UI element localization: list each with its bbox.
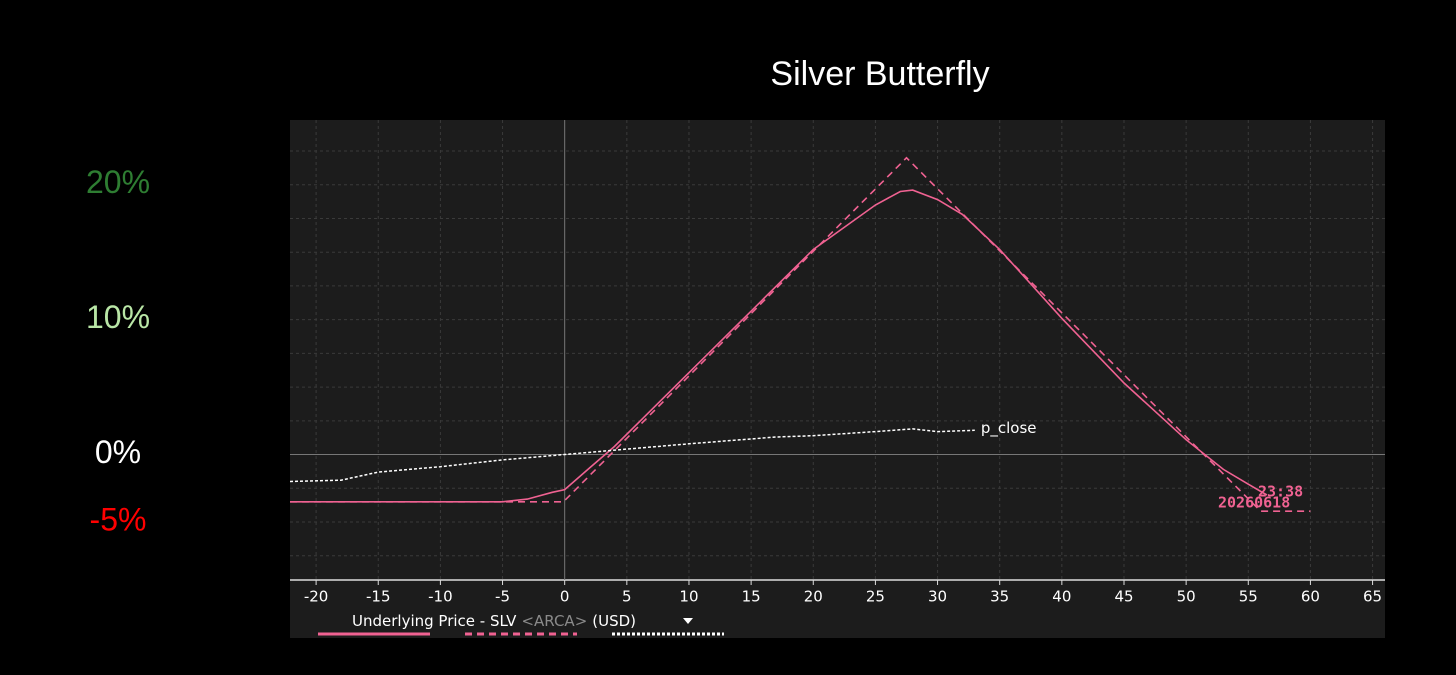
x-tick-label: 15 [742, 588, 761, 606]
x-tick-label: 40 [1052, 588, 1071, 606]
series-line [290, 156, 1311, 512]
x-tick-label: 45 [1114, 588, 1133, 606]
x-tick-label: 35 [990, 588, 1009, 606]
x-tick-label: 30 [928, 588, 947, 606]
x-axis-label-part: Underlying Price - SLV [352, 612, 517, 630]
x-tick-label: -10 [428, 588, 453, 606]
x-tick-label: 25 [866, 588, 885, 606]
y-tick-label: 20% [86, 164, 150, 200]
y-tick-label: 0% [95, 434, 141, 470]
x-tick-label: 60 [1301, 588, 1320, 606]
x-tick-label: -5 [495, 588, 510, 606]
x-tick-label: 20 [804, 588, 823, 606]
plot-area [290, 120, 1385, 638]
x-tick-label: 65 [1363, 588, 1382, 606]
x-tick-label: 55 [1239, 588, 1258, 606]
series-label: p_close [981, 419, 1037, 438]
series-line [290, 189, 1268, 503]
x-tick-label: -15 [366, 588, 391, 606]
annotation: 23:38 [1258, 483, 1303, 501]
x-tick-label: 50 [1177, 588, 1196, 606]
annotation: 20260618 [1218, 494, 1290, 512]
x-axis-label-part: (USD) [592, 612, 636, 630]
x-tick-label: 5 [622, 588, 632, 606]
x-tick-label: 0 [560, 588, 570, 606]
chart-title: Silver Butterfly [770, 55, 989, 93]
y-tick-label: 10% [86, 299, 150, 335]
x-axis-label-part: <ARCA> [521, 612, 587, 630]
dropdown-icon[interactable] [683, 618, 693, 624]
x-tick-label: -20 [304, 588, 329, 606]
x-tick-label: 10 [679, 588, 698, 606]
y-tick-label: -5% [90, 501, 147, 537]
x-axis-label: Underlying Price - SLV <ARCA> (USD) [352, 612, 636, 630]
